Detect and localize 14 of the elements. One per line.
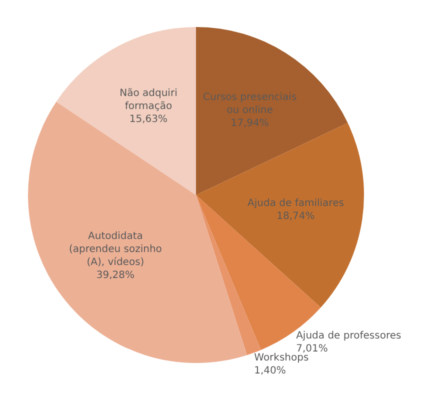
data-label: 17,94% [230,118,269,129]
data-label: 18,74% [276,210,315,222]
data-label: 39,28% [96,270,135,281]
slice-label: Ajuda de familiares [248,198,344,209]
slice-label: Não adquiri formação [120,88,178,112]
slice-label: Workshops [254,352,309,364]
data-label: 1,40% [254,365,286,376]
data-label: 7,01% [296,343,328,354]
slice-label: Autodidata (aprendeu sozinho (A), vídeos) [69,230,162,268]
pie-slice [196,27,348,195]
slice-label: Ajuda de professores [296,330,402,342]
slice-label: Cursos presenciais ou online [203,92,297,116]
data-label: 15,63% [129,114,168,125]
pie-slice [56,27,196,195]
